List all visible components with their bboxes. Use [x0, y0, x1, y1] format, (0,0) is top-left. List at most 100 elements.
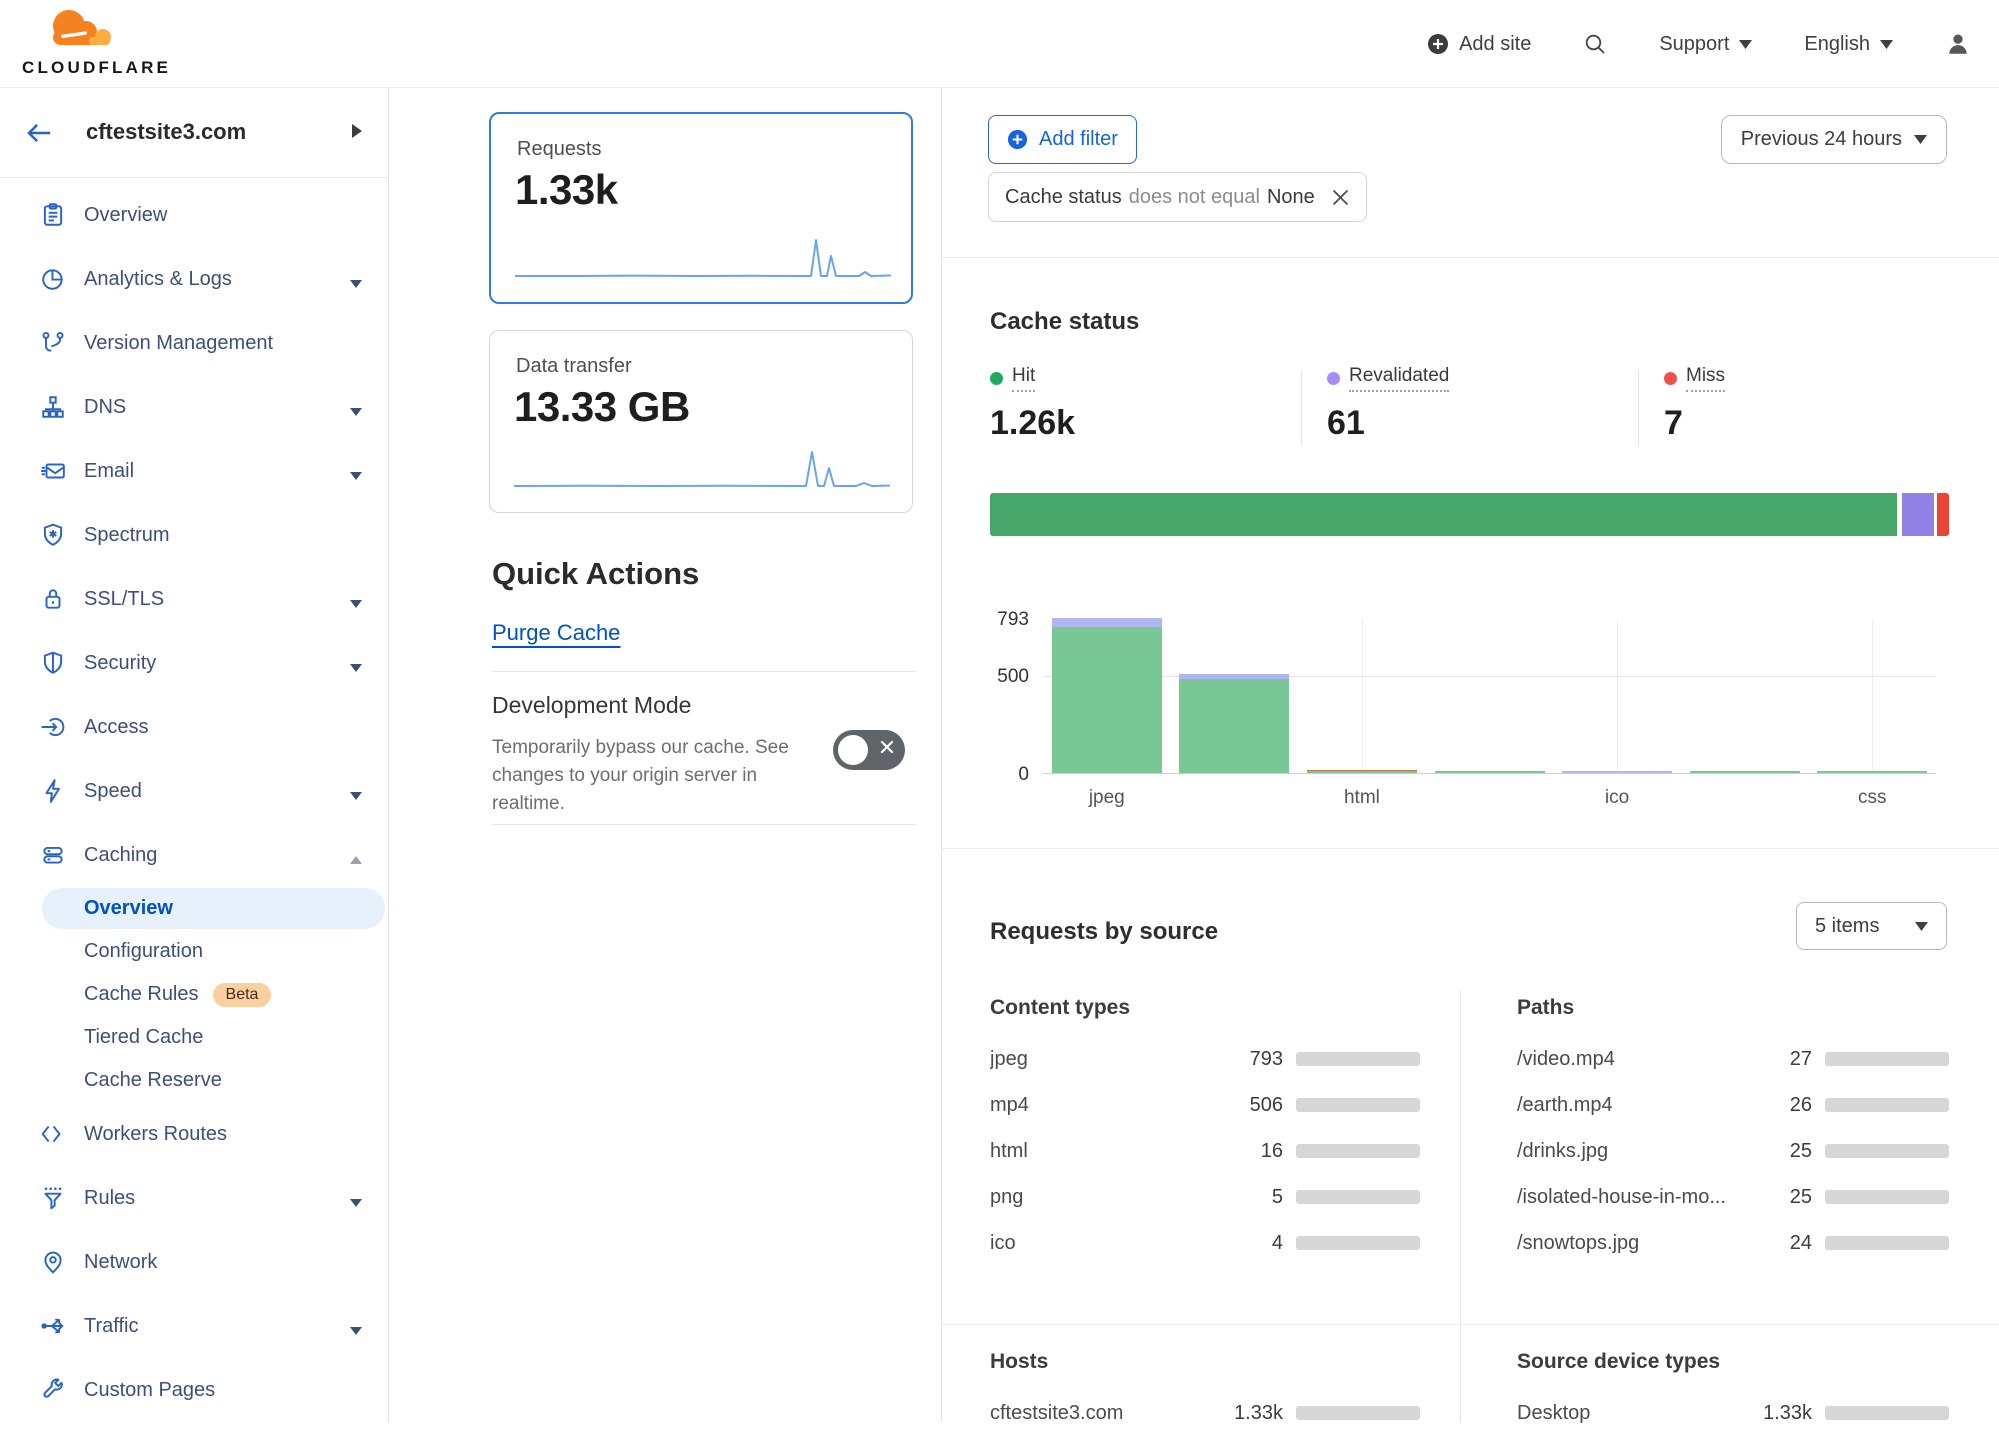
gridline	[1617, 619, 1619, 773]
sidebar-item-email[interactable]: Email	[0, 439, 388, 503]
sidebar-subitem-caching-overview[interactable]: Overview	[0, 887, 388, 930]
bar-segment	[1306, 769, 1417, 772]
bar-segment	[1562, 771, 1673, 773]
bar-segment	[1179, 674, 1290, 680]
table-row[interactable]: png 5	[990, 1174, 1420, 1220]
cloudflare-logo[interactable]: CLOUDFLARE	[18, 2, 208, 86]
data-transfer-metric-card[interactable]: Data transfer 13.33 GB	[489, 330, 913, 513]
sidebar-item-overview[interactable]: Overview	[0, 183, 388, 247]
items-count-selector[interactable]: 5 items	[1796, 902, 1947, 950]
table-row[interactable]: /isolated-house-in-mo... 25	[1517, 1174, 1949, 1220]
sidebar-item-label: Email	[84, 459, 135, 482]
x-tick-label: jpeg	[1088, 787, 1125, 808]
sidebar-subitem-configuration[interactable]: Configuration	[0, 930, 388, 973]
filter-chip[interactable]: Cache status does not equal None	[988, 172, 1367, 222]
split-arrows-icon	[40, 1313, 66, 1339]
subitem-label: Configuration	[84, 940, 203, 962]
sidebar: cftestsite3.com Overview Analytics & Log…	[0, 88, 389, 1422]
row-value: 1.33k	[1234, 1401, 1283, 1424]
add-filter-button[interactable]: Add filter	[988, 115, 1137, 164]
add-site-button[interactable]: Add site	[1427, 33, 1531, 56]
sidebar-subitem-cache-rules[interactable]: Cache Rules Beta	[0, 973, 388, 1016]
time-range-selector[interactable]: Previous 24 hours	[1720, 115, 1947, 164]
x-tick-label: html	[1343, 787, 1380, 808]
gridline	[1872, 619, 1874, 773]
row-value: 4	[1271, 1231, 1283, 1254]
hosts-table: Hosts cftestsite3.com 1.33k	[990, 1350, 1420, 1436]
back-arrow-icon[interactable]	[24, 118, 54, 153]
user-icon	[1949, 34, 1967, 54]
x-tick-label: ico	[1604, 787, 1630, 808]
sidebar-item-network[interactable]: Network	[0, 1230, 388, 1294]
table-row[interactable]: ico 4	[990, 1220, 1420, 1266]
filter-field: Cache status	[1005, 185, 1122, 208]
account-menu[interactable]	[1945, 31, 1971, 57]
legend-hit: Hit 1.26k	[990, 365, 1290, 443]
sidebar-item-ssl-tls[interactable]: SSL/TLS	[0, 567, 388, 631]
lightning-icon	[40, 778, 66, 804]
sidebar-item-traffic[interactable]: Traffic	[0, 1294, 388, 1358]
cache-status-title: Cache status	[990, 308, 1140, 335]
table-row[interactable]: /snowtops.jpg 24	[1517, 1220, 1949, 1266]
requests-card-value: 1.33k	[515, 166, 618, 213]
table-row[interactable]: jpeg 793	[990, 1036, 1420, 1082]
site-name[interactable]: cftestsite3.com	[86, 119, 247, 144]
sidebar-item-custom-pages[interactable]: Custom Pages	[0, 1358, 388, 1422]
sidebar-item-workers-routes[interactable]: Workers Routes	[0, 1102, 388, 1166]
chevron-down-icon	[350, 1322, 362, 1340]
row-value: 16	[1260, 1139, 1283, 1162]
sidebar-subitem-cache-reserve[interactable]: Cache Reserve	[0, 1059, 388, 1102]
chevron-down-icon	[1739, 39, 1753, 49]
chevron-up-icon	[350, 851, 362, 869]
sidebar-item-label: Version Management	[84, 331, 274, 354]
development-mode-toggle[interactable]	[833, 730, 905, 770]
miss-label[interactable]: Miss	[1686, 365, 1726, 392]
sidebar-item-speed[interactable]: Speed	[0, 759, 388, 823]
table-row[interactable]: cftestsite3.com 1.33k	[990, 1390, 1420, 1436]
bar-segment	[1689, 771, 1800, 773]
sidebar-item-version-management[interactable]: Version Management	[0, 311, 388, 375]
sidebar-item-spectrum[interactable]: Spectrum	[0, 503, 388, 567]
shield-icon	[40, 650, 66, 676]
divider	[942, 848, 1999, 849]
row-label: Desktop	[1517, 1401, 1591, 1424]
row-bar-track	[1296, 1190, 1420, 1204]
search-button[interactable]	[1583, 32, 1607, 56]
development-mode-description: Temporarily bypass our cache. See change…	[492, 737, 789, 814]
purge-cache-link[interactable]: Purge Cache	[492, 620, 621, 645]
language-menu[interactable]: English	[1804, 33, 1893, 56]
sidebar-item-caching[interactable]: Caching	[0, 823, 388, 887]
sidebar-item-dns[interactable]: DNS	[0, 375, 388, 439]
hit-label[interactable]: Hit	[1012, 365, 1036, 392]
sidebar-item-security[interactable]: Security	[0, 631, 388, 695]
sidebar-item-label: SSL/TLS	[84, 587, 165, 610]
sidebar-item-label: Access	[84, 715, 149, 738]
add-site-label: Add site	[1459, 32, 1532, 55]
chevron-down-icon	[350, 275, 362, 293]
requests-metric-card[interactable]: Requests 1.33k	[489, 112, 913, 304]
sidebar-item-label: Analytics & Logs	[84, 267, 232, 290]
sidebar-subitem-tiered-cache[interactable]: Tiered Cache	[0, 1016, 388, 1059]
sidebar-item-rules[interactable]: Rules	[0, 1166, 388, 1230]
development-mode-title: Development Mode	[492, 692, 692, 718]
remove-filter-button[interactable]	[1331, 188, 1350, 207]
table-row[interactable]: mp4 506	[990, 1082, 1420, 1128]
source-device-types-header: Source device types	[1517, 1350, 1721, 1373]
filter-value: None	[1266, 185, 1315, 208]
sidebar-item-access[interactable]: Access	[0, 695, 388, 759]
table-row[interactable]: /video.mp4 27	[1517, 1036, 1949, 1082]
subitem-label: Cache Rules	[84, 983, 199, 1005]
table-row[interactable]: /drinks.jpg 25	[1517, 1128, 1949, 1174]
quick-actions-title: Quick Actions	[492, 556, 700, 591]
table-row[interactable]: /earth.mp4 26	[1517, 1082, 1949, 1128]
row-value: 5	[1271, 1185, 1283, 1208]
revalidated-label[interactable]: Revalidated	[1349, 365, 1450, 392]
add-filter-label: Add filter	[1039, 128, 1118, 150]
sidebar-item-label: Security	[84, 651, 157, 674]
table-row[interactable]: html 16	[990, 1128, 1420, 1174]
row-label: png	[990, 1185, 1024, 1208]
support-menu[interactable]: Support	[1659, 33, 1753, 56]
chevron-right-icon[interactable]	[352, 124, 362, 143]
table-row[interactable]: Desktop 1.33k	[1517, 1390, 1949, 1436]
sidebar-item-analytics-logs[interactable]: Analytics & Logs	[0, 247, 388, 311]
